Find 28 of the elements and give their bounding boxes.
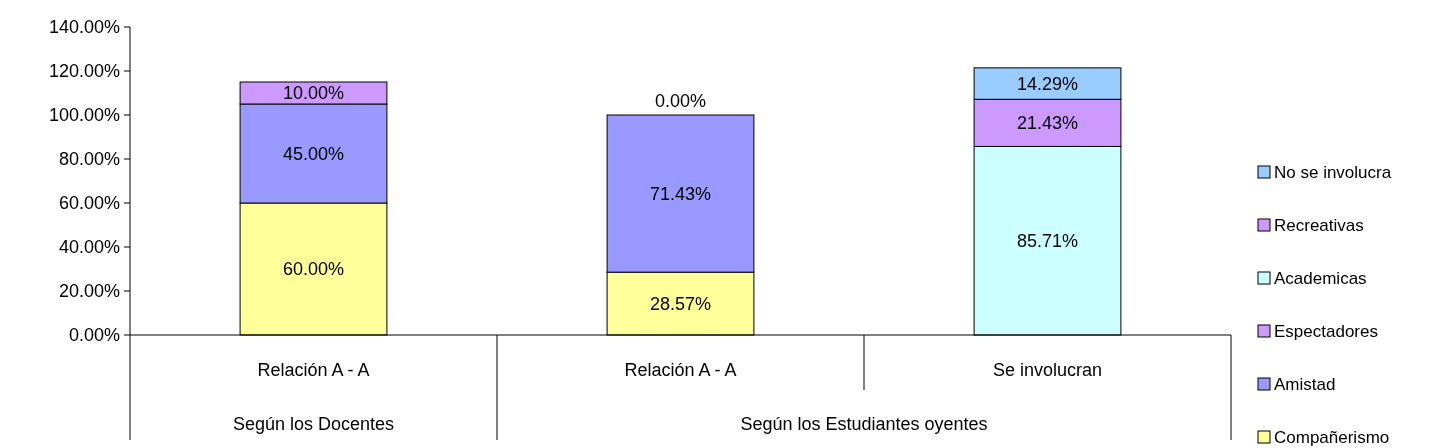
y-tick-label: 140.00%: [48, 17, 120, 37]
legend-label: Recreativas: [1274, 215, 1364, 235]
text: Según los Estudiantes oyentes: [740, 414, 988, 434]
x-tick-label: Relación A - A: [624, 360, 737, 380]
data-label: 85.71%: [1016, 230, 1079, 251]
y-tick-label: 120.00%: [48, 61, 120, 81]
data-label: 45.00%: [282, 143, 345, 164]
y-tick-label: 60.00%: [58, 193, 120, 213]
y-tick-label: 40.00%: [58, 237, 120, 257]
data-label: 28.57%: [649, 293, 712, 314]
legend-label: Compañerismo: [1274, 427, 1390, 447]
y-tick-label: 0.00%: [68, 325, 120, 345]
x-tick-label: Se involucran: [992, 360, 1103, 380]
data-label: 0.00%: [654, 91, 707, 111]
legend-label: Academicas: [1274, 268, 1367, 288]
data-label: 71.43%: [649, 183, 712, 204]
data-label: 60.00%: [282, 259, 345, 279]
legend-label: Espectadores: [1274, 321, 1378, 341]
legend-label: Amistad: [1274, 374, 1336, 394]
y-tick-label: 100.00%: [48, 105, 120, 125]
text: Según los Docentes: [232, 414, 395, 434]
data-label: 14.29%: [1016, 73, 1079, 94]
y-tick-label: 20.00%: [58, 281, 120, 301]
x-tick-label: Relación A - A: [257, 360, 370, 380]
legend-label: No se involucra: [1274, 162, 1392, 182]
data-label: 21.43%: [1016, 112, 1079, 133]
y-tick-label: 80.00%: [58, 149, 120, 169]
data-label: 10.00%: [282, 83, 345, 103]
